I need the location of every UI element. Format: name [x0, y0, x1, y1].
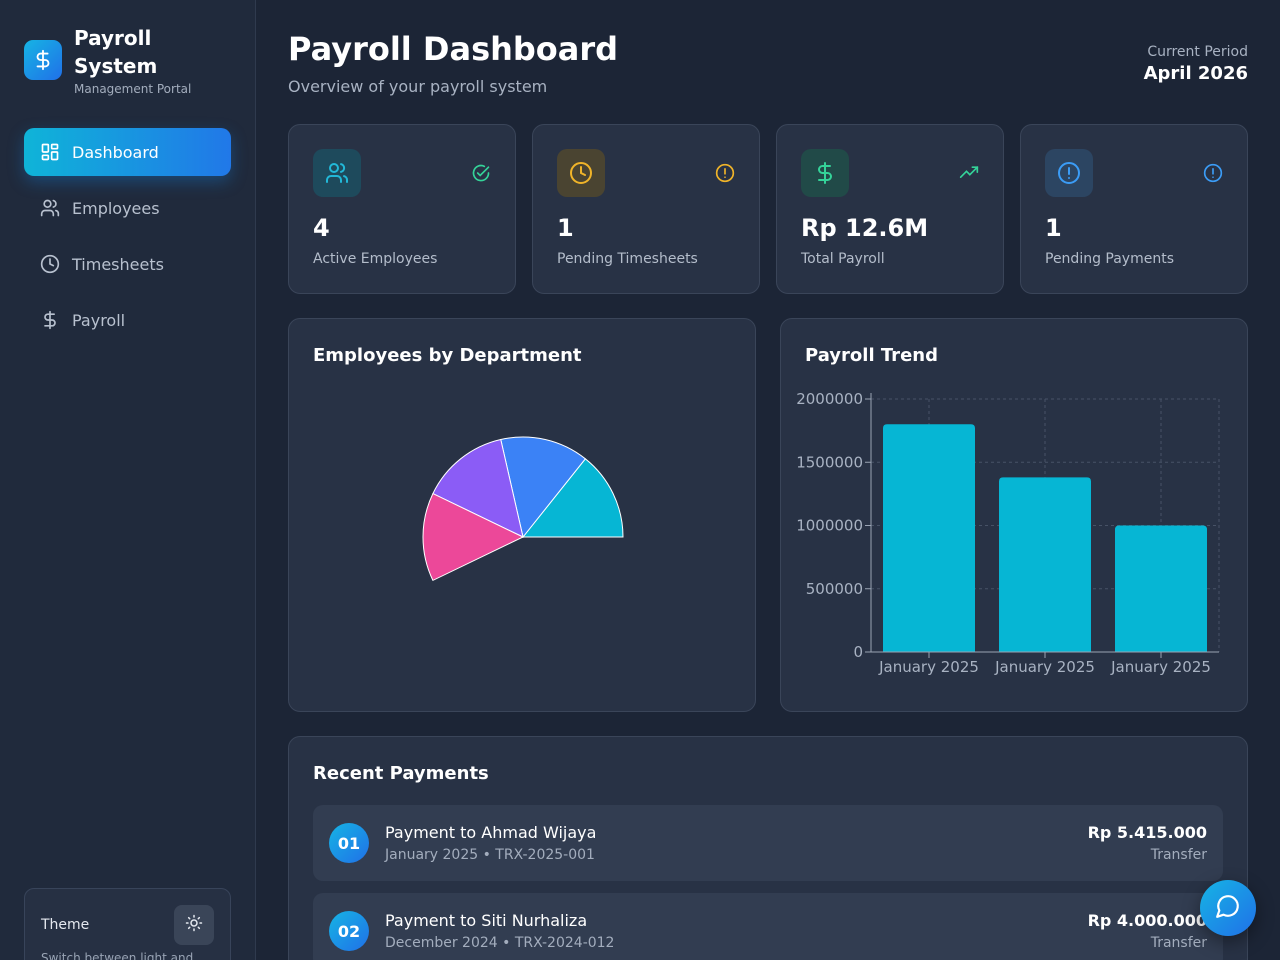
recent-payments-title: Recent Payments — [313, 763, 489, 784]
trending-up-icon — [959, 163, 979, 183]
sidebar-item-label: Timesheets — [72, 254, 164, 274]
y-tick-label: 1000000 — [796, 517, 863, 535]
payment-row[interactable]: 02 Payment to Siti Nurhaliza December 20… — [313, 893, 1223, 960]
y-tick-label: 0 — [853, 643, 863, 661]
payment-amount: Rp 4.000.000 — [1087, 911, 1207, 930]
sidebar-item-label: Payroll — [72, 310, 126, 330]
clock-icon — [40, 254, 60, 274]
bar-1[interactable] — [999, 477, 1091, 652]
department-pie-chart — [422, 436, 624, 582]
payment-title: Payment to Siti Nurhaliza — [385, 911, 588, 930]
department-chart-card: Employees by Department — [288, 318, 756, 712]
y-tick-label: 500000 — [806, 580, 863, 598]
department-chart-title: Employees by Department — [313, 345, 582, 366]
current-period: Current Period April 2026 — [1144, 44, 1248, 84]
theme-panel: Theme Switch between light and — [24, 888, 231, 960]
stat-value: Rp 12.6M — [801, 214, 929, 242]
stat-value: 4 — [313, 214, 330, 242]
page-title: Payroll Dashboard — [288, 30, 619, 68]
alert-circle-icon — [1045, 149, 1093, 197]
stat-label: Pending Payments — [1045, 251, 1175, 267]
x-tick-label: January 2025 — [1110, 658, 1211, 676]
sun-icon — [185, 914, 203, 936]
y-tick-label: 2000000 — [796, 390, 863, 408]
bar-2[interactable] — [1115, 525, 1207, 653]
stat-label: Total Payroll — [801, 251, 885, 267]
dollar-icon — [801, 149, 849, 197]
payroll-trend-card: Payroll Trend 0 500000 1000000 1500000 20000… — [780, 318, 1248, 712]
alert-circle-icon — [715, 163, 735, 183]
payment-method: Transfer — [1150, 935, 1207, 951]
sidebar-nav: Dashboard Employees Timesheets Payroll — [24, 128, 231, 352]
brand-subtitle: Management Portal — [74, 82, 192, 96]
payment-number: 01 — [329, 823, 369, 863]
clock-icon — [557, 149, 605, 197]
dashboard-icon — [40, 142, 60, 162]
sidebar-item-label: Employees — [72, 198, 160, 218]
payment-meta: December 2024 • TRX-2024-012 — [385, 935, 615, 951]
theme-label: Theme — [41, 917, 90, 933]
alert-circle-icon — [1203, 163, 1223, 183]
stat-card-pending-payments[interactable]: 1 Pending Payments — [1020, 124, 1248, 294]
brand[interactable]: Payroll System Management Portal — [24, 24, 214, 96]
dollar-icon — [40, 310, 60, 330]
pie-slice-3[interactable] — [422, 492, 525, 582]
sidebar-item-payroll[interactable]: Payroll — [24, 296, 231, 344]
recent-payments-card: Recent Payments 01 Payment to Ahmad Wija… — [288, 736, 1248, 960]
stat-value: 1 — [1045, 214, 1062, 242]
sidebar-item-label: Dashboard — [72, 142, 159, 162]
stat-label: Pending Timesheets — [557, 251, 698, 267]
sidebar-item-dashboard[interactable]: Dashboard — [24, 128, 231, 176]
payroll-trend-title: Payroll Trend — [805, 345, 938, 366]
payment-method: Transfer — [1150, 847, 1207, 863]
stat-card-active-employees[interactable]: 4 Active Employees — [288, 124, 516, 294]
sidebar-item-employees[interactable]: Employees — [24, 184, 231, 232]
y-tick-label: 1500000 — [796, 453, 863, 471]
stat-card-total-payroll[interactable]: Rp 12.6M Total Payroll — [776, 124, 1004, 294]
check-circle-icon — [471, 163, 491, 183]
payment-number: 02 — [329, 911, 369, 951]
payment-meta: January 2025 • TRX-2025-001 — [385, 847, 595, 863]
stat-card-pending-timesheets[interactable]: 1 Pending Timesheets — [532, 124, 760, 294]
users-icon — [40, 198, 60, 218]
sidebar-item-timesheets[interactable]: Timesheets — [24, 240, 231, 288]
pie-slice-0[interactable] — [521, 458, 624, 538]
sidebar: Payroll System Management Portal Dashboa… — [0, 0, 256, 960]
chat-bubble-icon — [1215, 893, 1241, 923]
dollar-icon — [24, 40, 62, 80]
stat-label: Active Employees — [313, 251, 438, 267]
payment-amount: Rp 5.415.000 — [1087, 823, 1207, 842]
payroll-trend-chart: 0 500000 1000000 1500000 2000000 January 2025… — [796, 390, 1220, 676]
pie-slice-2[interactable] — [432, 438, 524, 538]
page-subtitle: Overview of your payroll system — [288, 77, 548, 96]
stat-value: 1 — [557, 214, 574, 242]
x-tick-label: January 2025 — [878, 658, 979, 676]
bar-0[interactable] — [883, 424, 975, 652]
pie-slice-1[interactable] — [500, 436, 587, 539]
period-value: April 2026 — [1143, 63, 1248, 84]
payment-title: Payment to Ahmad Wijaya — [385, 823, 597, 842]
x-tick-label: January 2025 — [994, 658, 1095, 676]
period-label: Current Period — [1147, 44, 1248, 60]
users-icon — [313, 149, 361, 197]
payment-row[interactable]: 01 Payment to Ahmad Wijaya January 2025 … — [313, 805, 1223, 881]
brand-title: Payroll System — [74, 26, 158, 78]
chat-button[interactable] — [1200, 880, 1256, 936]
theme-description: Switch between light and — [41, 951, 194, 960]
theme-toggle-button[interactable] — [174, 905, 214, 945]
